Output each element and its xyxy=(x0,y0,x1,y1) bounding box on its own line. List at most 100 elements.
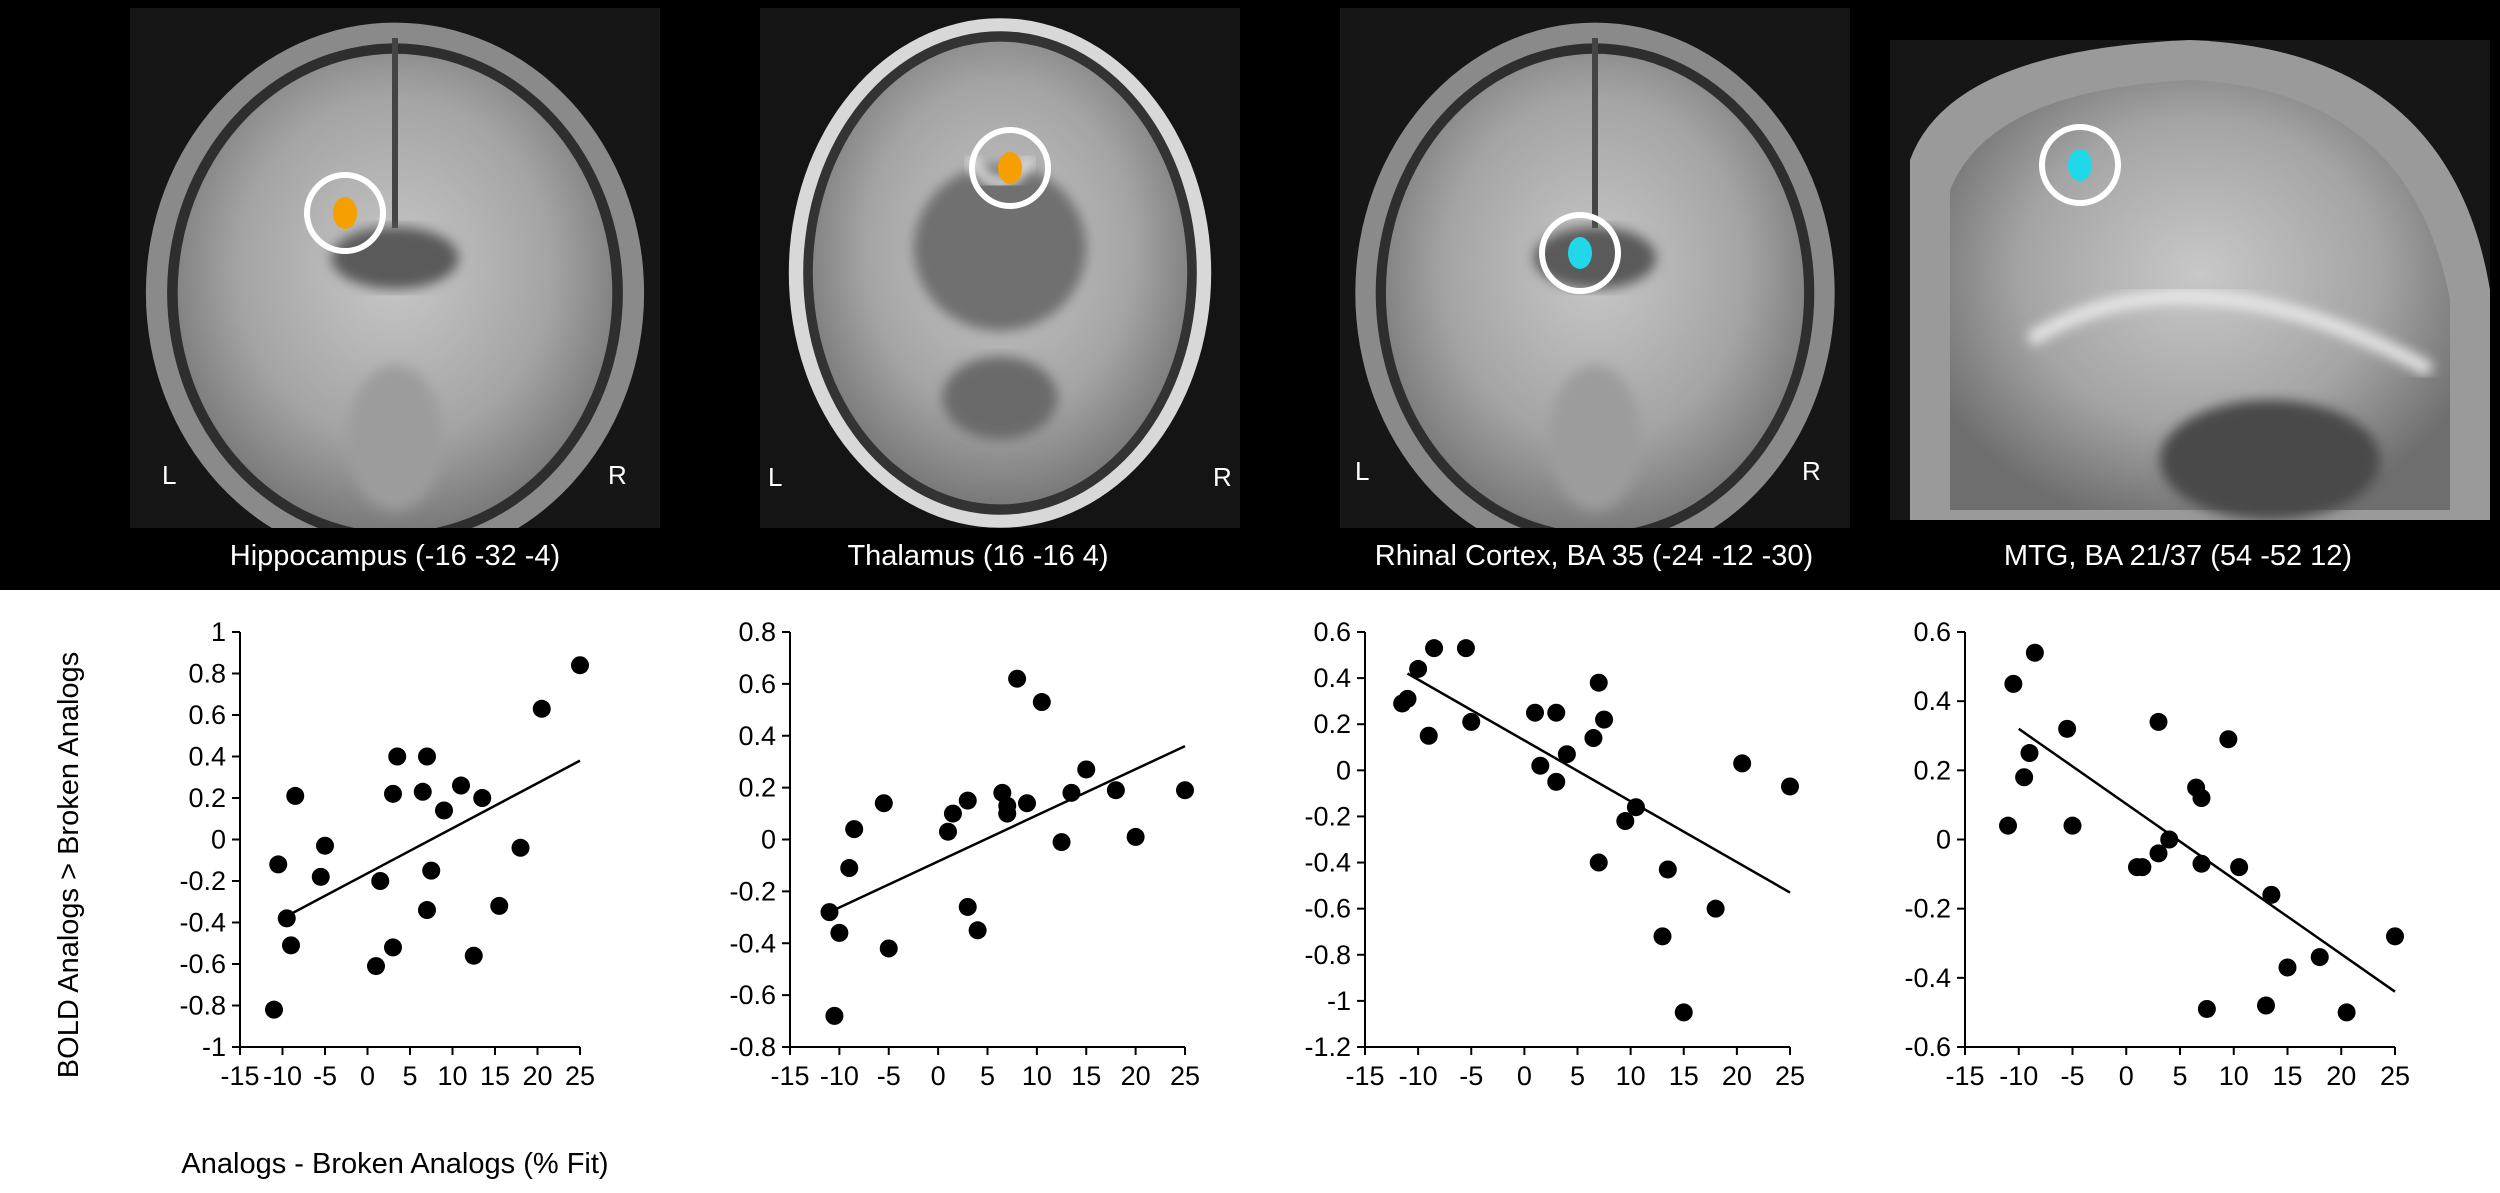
data-point xyxy=(2257,996,2275,1015)
scatter-chart-3: -1.2 -1 -0.8 -0.6 -0.4 -0.2 0 0.2 0.4 0.6 -15 -10 -5… xyxy=(1304,617,1805,1091)
data-point xyxy=(418,901,436,920)
data-point xyxy=(316,836,334,855)
activation-blob xyxy=(1568,237,1592,269)
x-tick-label: 0 xyxy=(931,1061,946,1091)
x-tick-label: 25 xyxy=(565,1061,595,1091)
data-point xyxy=(2160,830,2179,849)
data-point xyxy=(874,794,893,813)
y-tick-label: 1 xyxy=(211,617,226,647)
y-tick-label: -0.6 xyxy=(1304,894,1351,924)
data-point xyxy=(1008,669,1027,688)
data-point xyxy=(2004,674,2023,693)
x-tick-label: -15 xyxy=(1345,1061,1384,1091)
x-tick-label: 5 xyxy=(402,1061,417,1091)
brain-slice-mtg xyxy=(1890,40,2490,520)
y-tick-label: 0.4 xyxy=(738,721,776,751)
brain-slice-hippocampus xyxy=(130,8,660,528)
x-axis-label: Analogs - Broken Analogs (% Fit) xyxy=(181,1148,608,1180)
x-tick-label: 5 xyxy=(980,1061,995,1091)
x-tick-label: 15 xyxy=(1071,1061,1101,1091)
brain-slice-svg xyxy=(760,8,1240,528)
data-point xyxy=(1398,689,1417,708)
data-point xyxy=(265,1000,283,1019)
x-tick-label: -15 xyxy=(220,1061,259,1091)
data-point xyxy=(473,789,492,807)
data-point xyxy=(371,872,390,890)
data-point xyxy=(367,957,385,976)
y-tick-label: -0.8 xyxy=(729,1032,776,1062)
x-tick-label: -5 xyxy=(877,1061,901,1091)
y-tick-label: -0.4 xyxy=(1904,963,1951,993)
data-point xyxy=(958,791,977,810)
y-tick-label: 0.4 xyxy=(1913,686,1951,716)
x-tick-label: 20 xyxy=(2326,1061,2356,1091)
slice-caption: Rhinal Cortex, BA 35 (-24 -12 -30) xyxy=(1374,540,1814,572)
y-tick-label: -1 xyxy=(202,1032,226,1062)
y-tick-label: 0.2 xyxy=(1913,755,1951,785)
data-point xyxy=(1032,693,1051,712)
data-point xyxy=(2197,999,2216,1018)
data-point xyxy=(1584,729,1603,748)
data-point xyxy=(1419,726,1438,745)
data-point xyxy=(958,897,977,916)
data-point xyxy=(1589,853,1608,872)
activation-blob xyxy=(998,152,1022,184)
y-tick-label: 0.6 xyxy=(1913,617,1951,647)
x-tick-label: -10 xyxy=(820,1061,859,1091)
y-tick-label: -0.4 xyxy=(1304,848,1351,878)
data-point xyxy=(1547,772,1566,791)
data-point xyxy=(2133,858,2152,877)
data-point xyxy=(435,801,453,820)
data-point xyxy=(384,784,402,803)
x-tick-label: 20 xyxy=(522,1061,552,1091)
y-tick-label: 0.6 xyxy=(188,700,226,730)
data-point xyxy=(845,820,864,839)
x-tick-label: 0 xyxy=(2119,1061,2134,1091)
data-point xyxy=(1425,639,1444,658)
data-point xyxy=(1456,639,1475,658)
data-point xyxy=(2230,858,2249,877)
y-tick-label: -0.8 xyxy=(179,991,226,1021)
y-tick-label: 0 xyxy=(211,825,226,855)
data-point xyxy=(1077,760,1096,779)
data-point xyxy=(1616,812,1635,831)
data-point xyxy=(2149,712,2168,731)
data-point xyxy=(2149,844,2168,863)
brain-slice-svg xyxy=(1890,40,2490,520)
regression-line xyxy=(281,759,581,920)
x-tick-label: -15 xyxy=(770,1061,809,1091)
data-point xyxy=(2020,744,2039,763)
x-tick-label: 0 xyxy=(1517,1061,1532,1091)
y-tick-label: -0.2 xyxy=(179,866,226,896)
data-point xyxy=(311,867,330,886)
x-tick-label: 25 xyxy=(1170,1061,1200,1091)
data-point xyxy=(943,804,962,823)
data-point xyxy=(490,896,509,915)
data-point xyxy=(464,946,483,965)
data-point xyxy=(998,796,1017,815)
data-point xyxy=(1126,827,1145,846)
y-axis-label: BOLD Analogs > Broken Analogs xyxy=(53,652,85,1078)
data-point xyxy=(1531,756,1550,775)
x-tick-label: 10 xyxy=(1616,1061,1646,1091)
data-point xyxy=(2310,948,2329,967)
data-point xyxy=(413,782,432,801)
scatter-chart-1: -1 -0.8 -0.6 -0.4 -0.2 0 0.2 0.4 0.6 0.8 1 -15 -10 -5… xyxy=(179,617,595,1091)
slice-caption: Thalamus (16 -16 4) xyxy=(847,540,1109,572)
y-tick-label: -1 xyxy=(1327,986,1351,1016)
data-point xyxy=(830,923,849,942)
x-tick-label: -10 xyxy=(1399,1061,1438,1091)
data-point xyxy=(1658,860,1677,879)
x-tick-label: -5 xyxy=(1459,1061,1483,1091)
y-tick-label: 0 xyxy=(1936,825,1951,855)
data-point xyxy=(1653,927,1672,946)
data-point xyxy=(452,776,470,795)
x-tick-label: 10 xyxy=(1022,1061,1052,1091)
brain-slice-svg xyxy=(130,8,660,528)
left-label: L xyxy=(162,460,177,490)
y-tick-label: 0.4 xyxy=(188,742,226,772)
y-tick-label: -0.6 xyxy=(179,949,226,979)
y-tick-label: -0.8 xyxy=(1304,940,1351,970)
data-point xyxy=(1462,712,1481,731)
y-tick-label: 0.6 xyxy=(1313,617,1351,647)
